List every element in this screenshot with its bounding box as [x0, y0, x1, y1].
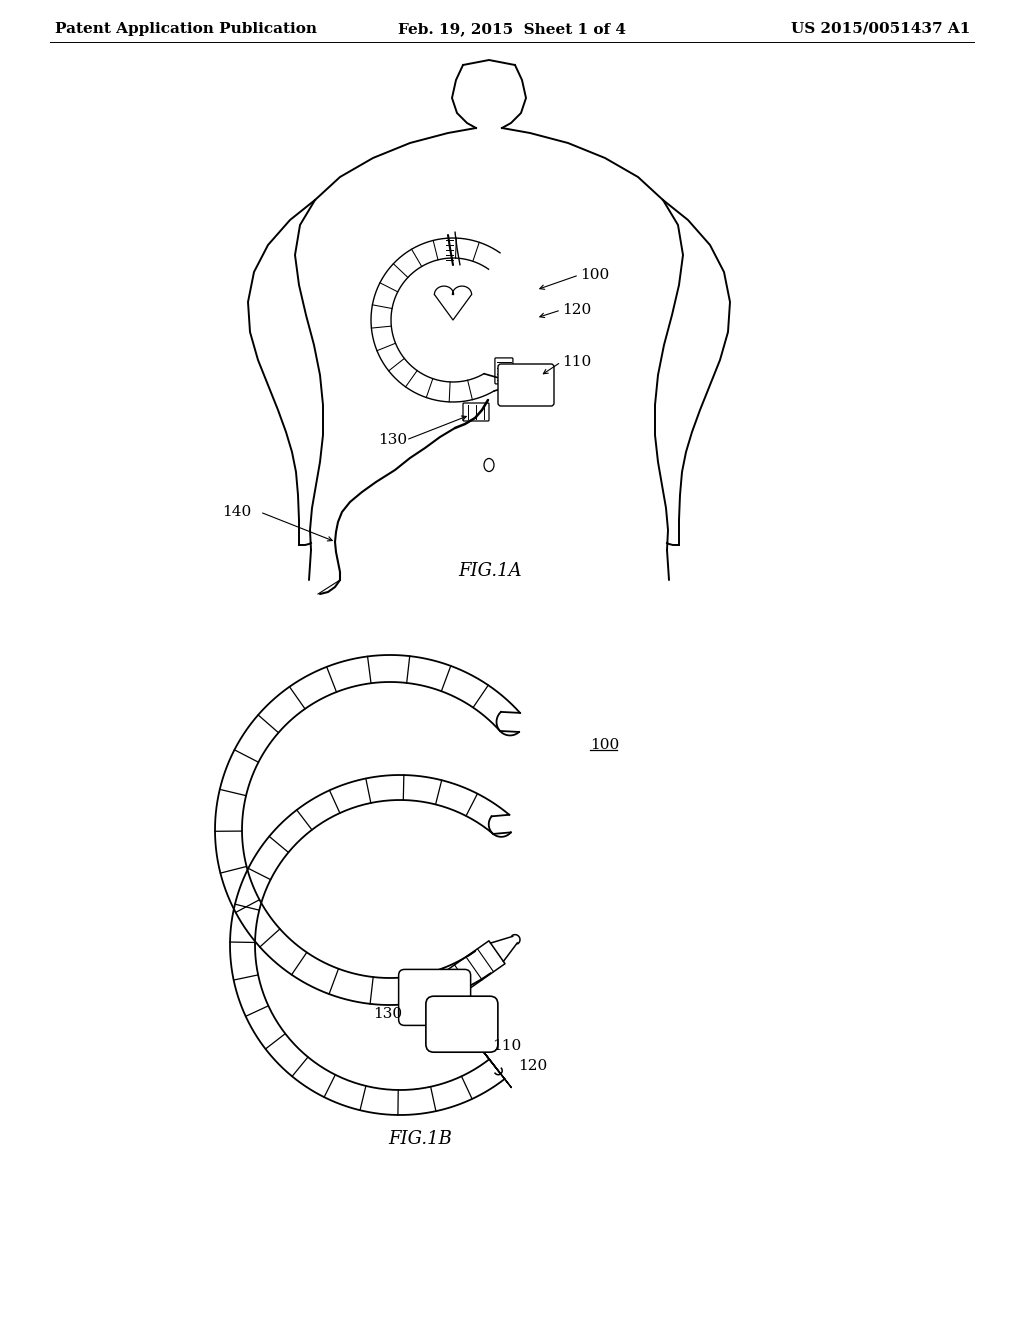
Ellipse shape	[484, 458, 494, 471]
FancyBboxPatch shape	[498, 364, 554, 407]
FancyBboxPatch shape	[463, 403, 489, 421]
Text: 140: 140	[222, 506, 251, 519]
Text: 100: 100	[590, 738, 620, 752]
Text: 110: 110	[562, 355, 591, 370]
Text: 130: 130	[378, 433, 408, 447]
FancyBboxPatch shape	[426, 997, 498, 1052]
Text: FIG.1B: FIG.1B	[388, 1130, 452, 1148]
FancyBboxPatch shape	[398, 969, 471, 1026]
Text: Patent Application Publication: Patent Application Publication	[55, 22, 317, 36]
Text: Feb. 19, 2015  Sheet 1 of 4: Feb. 19, 2015 Sheet 1 of 4	[398, 22, 626, 36]
Text: 120: 120	[562, 304, 591, 317]
Text: US 2015/0051437 A1: US 2015/0051437 A1	[791, 22, 970, 36]
Text: 130: 130	[373, 1007, 401, 1022]
Text: FIG.1A: FIG.1A	[458, 562, 522, 579]
Text: 110: 110	[493, 1039, 521, 1052]
Text: 120: 120	[518, 1059, 548, 1073]
Text: 100: 100	[580, 268, 609, 282]
FancyBboxPatch shape	[495, 358, 513, 384]
